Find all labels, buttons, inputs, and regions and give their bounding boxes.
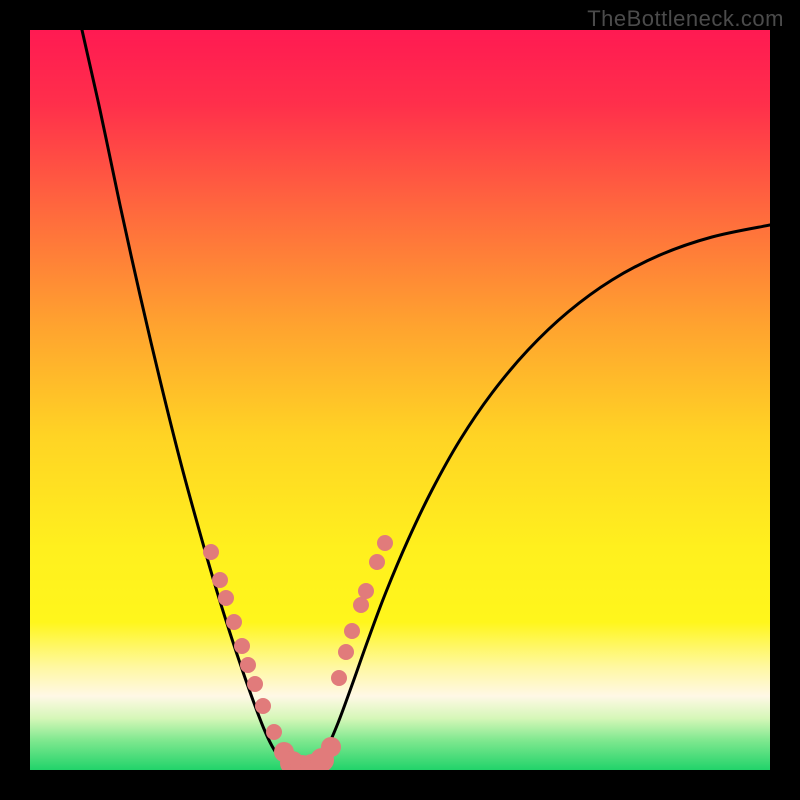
data-marker [358,583,374,599]
data-marker [266,724,282,740]
data-marker [226,614,242,630]
heat-gradient [30,30,770,770]
plot-area [30,30,770,770]
data-marker [321,737,341,757]
plot-svg [30,30,770,770]
data-marker [369,554,385,570]
data-marker [344,623,360,639]
data-marker [234,638,250,654]
data-marker [331,670,347,686]
watermark-text: TheBottleneck.com [587,6,784,32]
data-marker [212,572,228,588]
data-marker [255,698,271,714]
data-marker [338,644,354,660]
watermark-label: TheBottleneck.com [587,6,784,31]
data-marker [218,590,234,606]
data-marker [203,544,219,560]
data-marker [377,535,393,551]
data-marker [353,597,369,613]
data-marker [247,676,263,692]
data-marker [240,657,256,673]
